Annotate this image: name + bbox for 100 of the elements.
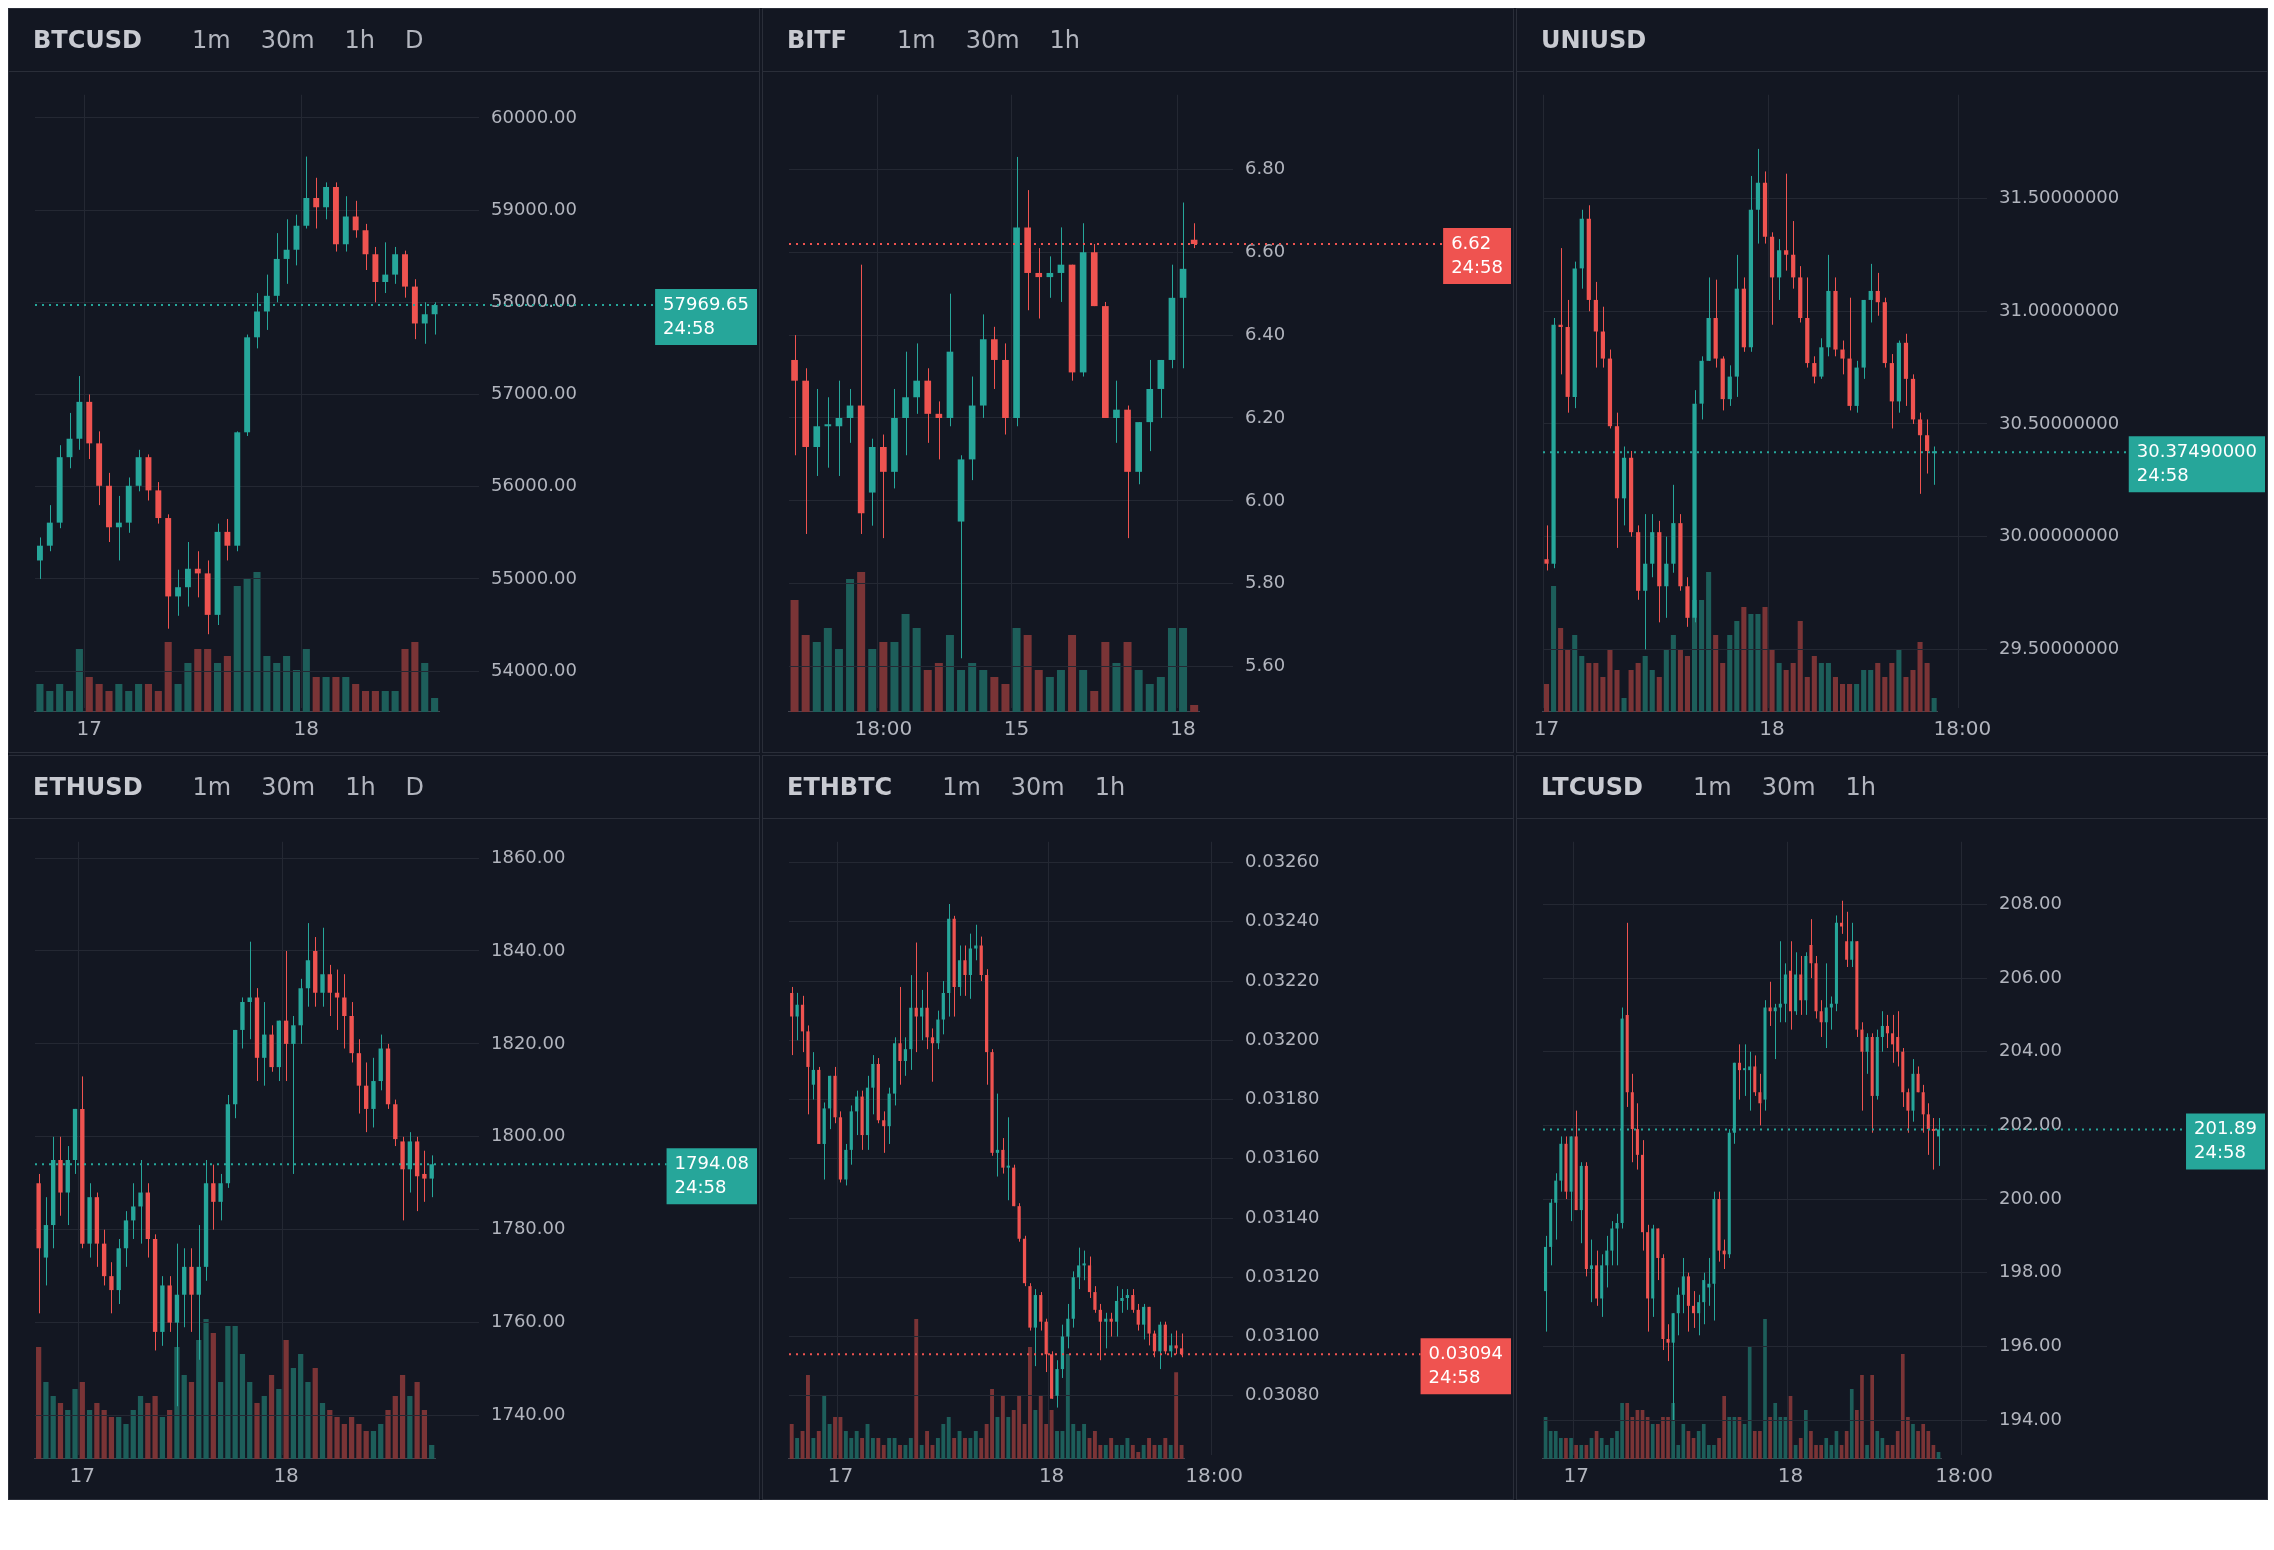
- bar: [968, 663, 977, 712]
- x-tick-label: 17: [827, 1463, 854, 1488]
- bar: [816, 1431, 821, 1459]
- bar: [188, 1382, 195, 1459]
- bar: [159, 1417, 165, 1459]
- bar: [806, 1375, 810, 1459]
- bar: [1101, 642, 1110, 712]
- y-tick-label: 1860.00: [491, 845, 566, 867]
- chart-title: BTCUSD: [33, 26, 142, 54]
- bar: [1768, 1417, 1772, 1459]
- candlestick: [1748, 1051, 1752, 1112]
- candlestick: [392, 246, 399, 285]
- bar: [1156, 677, 1165, 712]
- bar: [1190, 705, 1199, 712]
- bar: [43, 1382, 49, 1459]
- bar: [361, 691, 370, 712]
- bar: [789, 1424, 794, 1459]
- candlestick: [974, 924, 978, 961]
- text: 1m: [192, 773, 232, 801]
- bar: [946, 1417, 951, 1459]
- candlestick: [1554, 1172, 1558, 1241]
- text: 30m: [260, 26, 315, 54]
- y-tick-label: 60000.00: [491, 105, 577, 127]
- candlestick: [46, 504, 53, 552]
- bar: [46, 691, 54, 712]
- bar: [1713, 635, 1719, 712]
- bar: [1103, 1445, 1108, 1459]
- bar: [283, 1340, 289, 1459]
- y-tick-label: 0.03200: [1245, 1027, 1320, 1049]
- bar: [923, 670, 932, 712]
- bar: [812, 642, 821, 712]
- bar: [108, 1417, 115, 1459]
- bar: [1569, 1438, 1573, 1459]
- bar: [827, 1424, 832, 1459]
- bar: [123, 1424, 129, 1459]
- bar: [50, 1396, 56, 1459]
- bar: [1911, 1424, 1915, 1459]
- candlestick: [903, 1036, 908, 1077]
- bar: [125, 691, 133, 712]
- candlestick: [790, 986, 794, 1056]
- y-tick-label: 6.60: [1245, 239, 1286, 261]
- candlestick: [995, 1093, 1000, 1178]
- x-tick-label: 18:00: [1185, 1463, 1243, 1488]
- y-tick-label: 56000.00: [491, 474, 577, 496]
- bar: [349, 1417, 355, 1459]
- bar: [341, 1424, 347, 1459]
- candlestick: [1885, 1014, 1890, 1049]
- bar: [979, 1438, 984, 1459]
- bar: [1023, 635, 1032, 712]
- bar: [822, 1396, 827, 1459]
- bar: [1865, 1445, 1869, 1459]
- candlestick: [1737, 1043, 1742, 1101]
- bar: [302, 649, 310, 712]
- bar: [1917, 642, 1923, 712]
- candlestick: [327, 964, 332, 1017]
- candlestick: [1845, 911, 1849, 968]
- candlestick: [930, 1027, 935, 1083]
- y-tick-label: 57000.00: [491, 382, 577, 404]
- x-tick-label: 18: [293, 716, 320, 741]
- bar: [1762, 607, 1768, 712]
- bar: [860, 1438, 865, 1459]
- candlestick: [1544, 524, 1549, 571]
- candlestick: [1917, 412, 1923, 495]
- candlestick: [1697, 1294, 1701, 1336]
- y-tick-label: 59000.00: [491, 197, 577, 219]
- x-tick-label: 17: [1533, 716, 1560, 741]
- bar: [870, 1438, 875, 1459]
- bar: [945, 635, 954, 712]
- bar: [407, 1396, 413, 1459]
- bar: [421, 663, 429, 712]
- y-tick-label: 206.00: [1999, 965, 2062, 987]
- candlestick: [1615, 1213, 1619, 1266]
- bar: [334, 1417, 340, 1459]
- candlestick: [824, 396, 832, 469]
- candlestick: [813, 388, 821, 477]
- bar: [1123, 642, 1132, 712]
- bar: [1663, 649, 1669, 712]
- candlestick: [871, 1054, 875, 1115]
- bar: [1112, 663, 1121, 712]
- bar: [811, 1438, 816, 1459]
- bar: [1600, 677, 1606, 712]
- bar: [1903, 677, 1909, 712]
- y-tick-label: 5.60: [1245, 654, 1286, 676]
- candlestick: [1104, 1312, 1108, 1349]
- bar: [332, 677, 340, 712]
- bar: [392, 1396, 398, 1459]
- bar: [990, 677, 999, 712]
- candlestick: [1136, 1303, 1140, 1332]
- bar: [144, 684, 153, 712]
- candlestick: [131, 1182, 136, 1240]
- bar: [116, 1417, 122, 1459]
- y-tick-label: 6.40: [1245, 322, 1286, 344]
- ref-line-label: 6.62 24:58: [1451, 231, 1503, 277]
- candlestick: [109, 1261, 114, 1314]
- bar: [1847, 684, 1853, 712]
- bar: [1755, 614, 1761, 712]
- candlestick: [313, 177, 320, 230]
- bar: [1804, 677, 1810, 712]
- bar: [356, 1424, 362, 1459]
- bar: [370, 1431, 377, 1459]
